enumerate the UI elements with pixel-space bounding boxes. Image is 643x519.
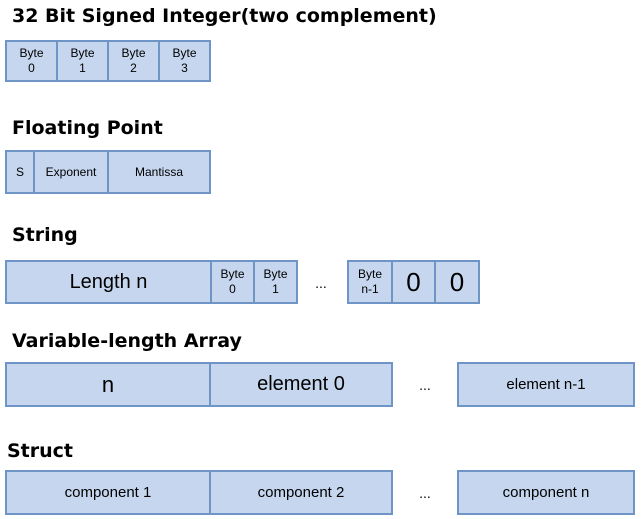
array-ellipsis: ... xyxy=(419,377,431,393)
int32-byte-3: Byte 3 xyxy=(158,40,211,82)
struct-ellipsis: ... xyxy=(419,485,431,501)
int32-byte-0: Byte 0 xyxy=(5,40,58,82)
float-mantissa: Mantissa xyxy=(107,150,211,194)
array-element-0: element 0 xyxy=(209,362,393,407)
string-byte-1: Byte 1 xyxy=(253,260,298,304)
string-byte-last: Byte n-1 xyxy=(347,260,393,304)
float-sign: S xyxy=(5,150,35,194)
array-element-last: element n-1 xyxy=(457,362,635,407)
string-terminator-0b: 0 xyxy=(434,260,480,304)
int32-heading: 32 Bit Signed Integer(two complement) xyxy=(12,5,437,27)
float-exponent: Exponent xyxy=(33,150,109,194)
int32-byte-2: Byte 2 xyxy=(107,40,160,82)
struct-component-last: component n xyxy=(457,470,635,515)
struct-component-2: component 2 xyxy=(209,470,393,515)
string-length: Length n xyxy=(5,260,212,304)
string-ellipsis: ... xyxy=(315,275,327,291)
array-length-n: n xyxy=(5,362,211,407)
float-heading: Floating Point xyxy=(12,117,163,139)
string-terminator-0a: 0 xyxy=(391,260,436,304)
struct-component-1: component 1 xyxy=(5,470,211,515)
struct-heading: Struct xyxy=(7,440,74,462)
string-heading: String xyxy=(12,224,78,246)
array-heading: Variable-length Array xyxy=(12,330,242,352)
string-byte-0: Byte 0 xyxy=(210,260,255,304)
int32-byte-1: Byte 1 xyxy=(56,40,109,82)
